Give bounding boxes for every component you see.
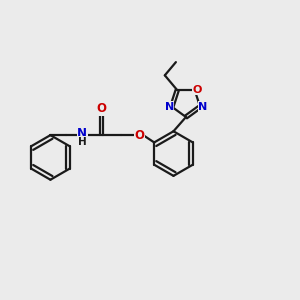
Text: O: O — [192, 85, 202, 94]
Text: O: O — [134, 129, 144, 142]
Text: N: N — [198, 102, 207, 112]
Text: H: H — [78, 137, 87, 147]
Text: N: N — [164, 102, 174, 112]
Text: N: N — [77, 127, 87, 140]
Text: O: O — [97, 102, 106, 115]
